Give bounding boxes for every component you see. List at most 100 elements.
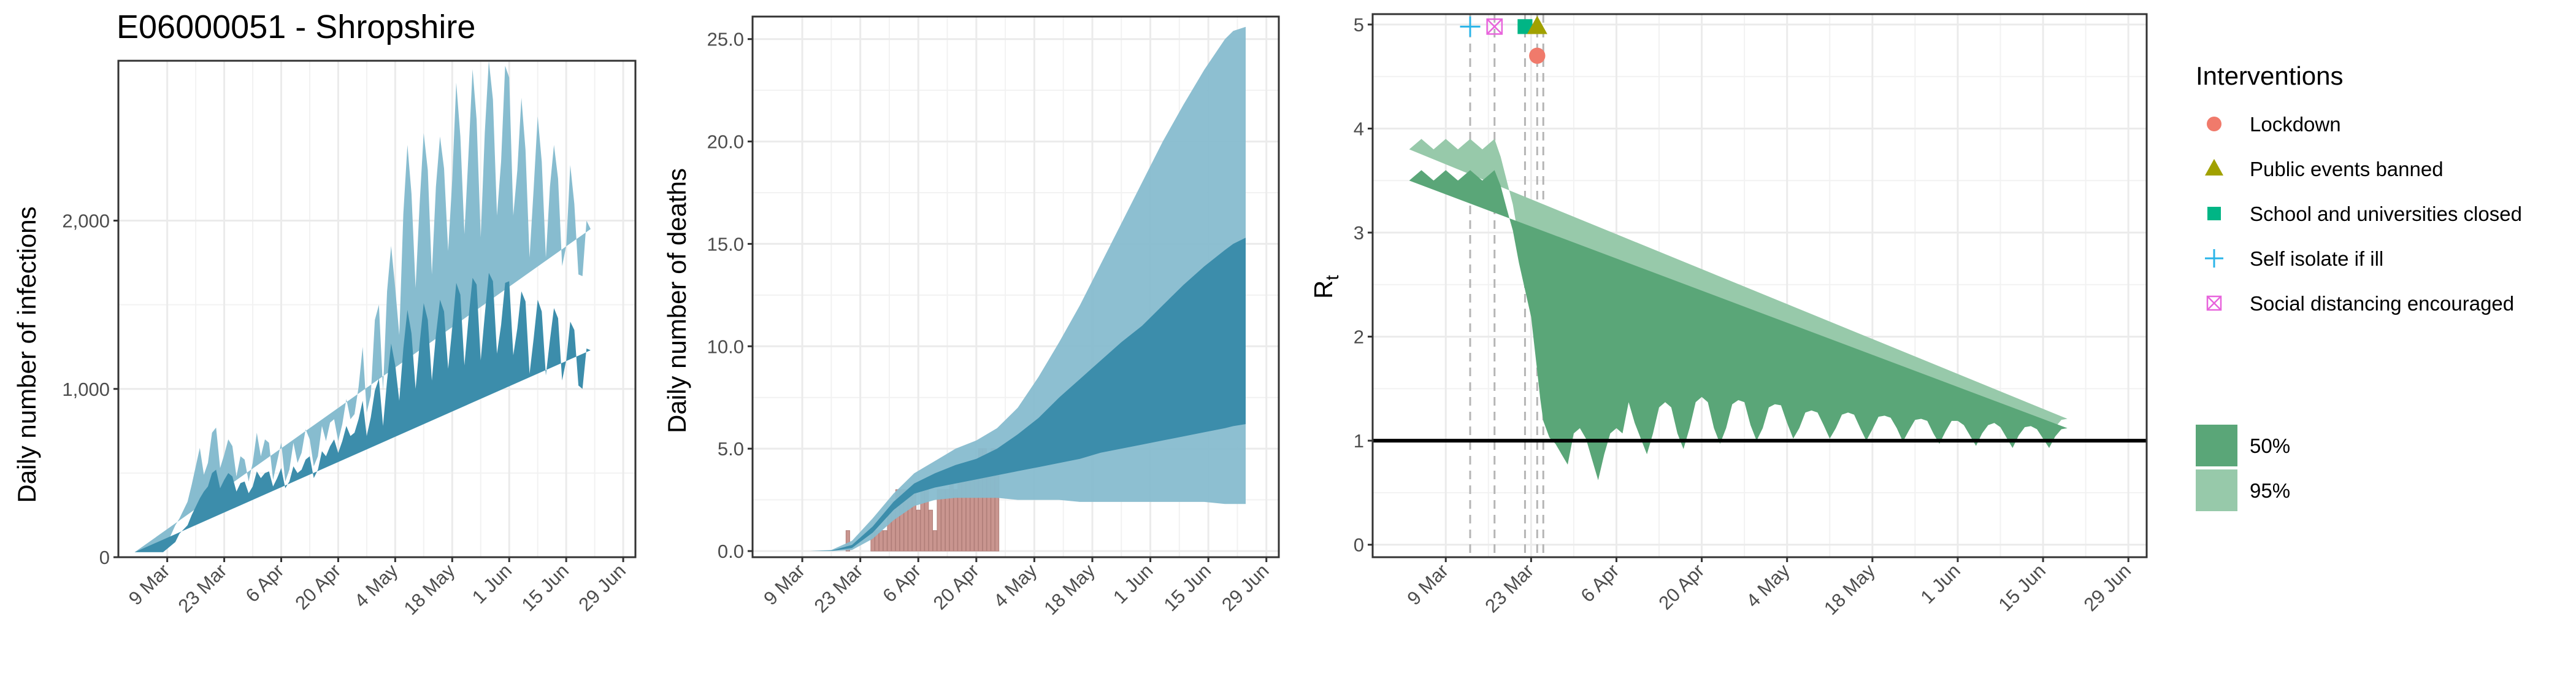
- deaths-y-ticks: 0.0 5.0 10.0 15.0 20.0 25.0: [707, 29, 753, 562]
- deaths-bar: [945, 489, 950, 552]
- legend-items: Lockdown Public events banned School and u…: [2205, 113, 2522, 315]
- x-tick-label: 29 Jun: [2080, 560, 2136, 615]
- x-tick-label: 29 Jun: [1217, 560, 1273, 615]
- deaths-bar: [928, 509, 933, 552]
- deaths-bar: [916, 509, 921, 552]
- rt-y-ticks: 0 1 2 3 4 5: [1354, 14, 1373, 556]
- y-tick-label: 25.0: [707, 29, 744, 50]
- legend-band-label: 50%: [2250, 434, 2290, 457]
- y-tick-label: 2,000: [62, 210, 110, 232]
- panel-border: [751, 15, 1280, 558]
- y-tick-label: 5.0: [718, 438, 744, 460]
- infections-50-band: [134, 272, 591, 552]
- y-tick-label: 15.0: [707, 233, 744, 255]
- public-events-legend-icon: [2205, 159, 2223, 176]
- panel-border: [1371, 13, 2148, 558]
- legend-band-label: 95%: [2250, 479, 2290, 502]
- y-tick-label: 10.0: [707, 336, 744, 357]
- figure-title: E06000051 - Shropshire: [117, 9, 475, 45]
- legend: Interventions Lockdown Public events bann…: [2196, 61, 2522, 511]
- rt-grid: [1373, 14, 2147, 557]
- y-tick-label: 5: [1354, 14, 1364, 36]
- legend-item-label: Public events banned: [2250, 158, 2444, 180]
- x-tick-label: 15 Jun: [1994, 560, 2050, 615]
- rt-50-band: [1409, 170, 2068, 480]
- social-distancing-marker: [1486, 18, 1503, 35]
- deaths-bar: [845, 530, 850, 552]
- x-tick-label: 9 Mar: [759, 560, 809, 609]
- legend-title: Interventions: [2196, 61, 2343, 90]
- legend-item-label: Self isolate if ill: [2250, 247, 2383, 270]
- x-tick-label: 20 Apr: [291, 560, 345, 614]
- x-tick-label: 15 Jun: [518, 560, 573, 615]
- x-tick-label: 18 May: [400, 560, 459, 619]
- infections-series: [134, 61, 591, 552]
- infections-y-ticks: 0 1,000 2,000: [62, 210, 118, 568]
- legend-item-label: School and universities closed: [2250, 203, 2522, 225]
- panel-border: [117, 60, 637, 558]
- deaths-50-band: [769, 237, 1246, 551]
- x-tick-label: 18 May: [1040, 560, 1099, 619]
- legend-band-swatch: [2196, 425, 2237, 466]
- x-tick-label: 4 May: [350, 560, 402, 612]
- y-tick-label: 0: [1354, 534, 1364, 556]
- y-tick-label: 1: [1354, 430, 1364, 452]
- x-tick-label: 6 Apr: [878, 560, 925, 606]
- x-tick-label: 23 Mar: [174, 560, 231, 617]
- rt-x-ticks: 9 Mar 23 Mar 6 Apr 20 Apr 4 May 18 May 1 Jun 15…: [1403, 557, 2135, 619]
- rt-y-label-main: R: [1309, 280, 1338, 299]
- x-tick-label: 1 Jun: [468, 560, 516, 608]
- deaths-panel: 0.05.010.015.020.025.0 9 Mar 23 Mar 6 Apr 2…: [662, 15, 1280, 619]
- x-tick-label: 4 May: [989, 560, 1041, 612]
- y-tick-label: 3: [1354, 222, 1364, 244]
- x-tick-label: 15 Jun: [1160, 560, 1216, 615]
- school-legend-icon: [2207, 207, 2221, 220]
- rt-y-label: Rt: [1309, 275, 1343, 299]
- deaths-bar: [932, 530, 937, 552]
- x-tick-label: 6 Apr: [242, 560, 288, 606]
- y-tick-label: 0: [99, 547, 110, 568]
- legend-band-swatch: [2196, 469, 2237, 511]
- intervention-markers: [1460, 15, 1547, 64]
- deaths-bar: [883, 530, 887, 552]
- x-tick-label: 4 May: [1742, 560, 1794, 612]
- deaths-y-label: Daily number of deaths: [662, 168, 691, 433]
- deaths-bar: [953, 489, 958, 552]
- y-tick-label: 4: [1354, 118, 1364, 139]
- infections-95-band: [134, 61, 591, 552]
- deaths-bar: [878, 530, 883, 552]
- self-isolate-marker: [1460, 16, 1481, 37]
- deaths-series: [769, 26, 1246, 552]
- y-tick-label: 20.0: [707, 131, 744, 153]
- x-tick-label: 20 Apr: [1654, 560, 1708, 614]
- x-tick-label: 9 Mar: [1403, 560, 1452, 609]
- legend-item-label: Social distancing encouraged: [2250, 292, 2514, 315]
- lockdown-legend-icon: [2207, 117, 2221, 131]
- y-tick-label: 2: [1354, 326, 1364, 348]
- public-events-marker: [1527, 15, 1547, 34]
- self-isolate-legend-icon: [2205, 249, 2223, 268]
- y-tick-label: 0.0: [718, 541, 744, 562]
- rt-series: [1373, 14, 2147, 557]
- rt-y-label-sub: t: [1322, 275, 1343, 280]
- rt-panel: 0 1 2 3 4 5 9 Mar 23 Mar 6 Apr 20 Apr 4 May 18 May…: [1309, 13, 2148, 619]
- x-tick-label: 1 Jun: [1109, 560, 1157, 608]
- x-tick-label: 1 Jun: [1917, 560, 1965, 608]
- panel-background: [1373, 14, 2147, 557]
- x-tick-label: 18 May: [1820, 560, 1879, 619]
- x-tick-label: 20 Apr: [929, 560, 983, 614]
- legend-bands: 50% 95%: [2196, 425, 2290, 511]
- y-tick-label: 1,000: [62, 379, 110, 400]
- x-tick-label: 23 Mar: [810, 560, 867, 617]
- social-distancing-legend-icon: [2206, 295, 2222, 311]
- x-tick-label: 6 Apr: [1576, 560, 1623, 606]
- x-tick-label: 9 Mar: [125, 560, 174, 609]
- x-tick-label: 23 Mar: [1481, 560, 1538, 617]
- infections-y-label: Daily number of infections: [12, 206, 41, 503]
- legend-item-label: Lockdown: [2250, 113, 2341, 136]
- lockdown-marker: [1529, 47, 1546, 64]
